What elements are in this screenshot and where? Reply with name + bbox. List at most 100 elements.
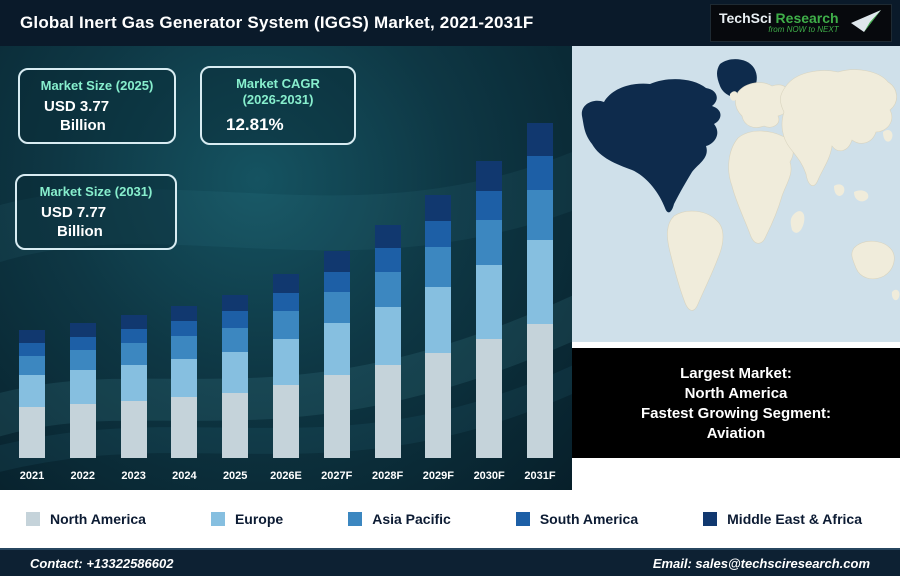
legend-label: Europe (234, 511, 284, 527)
bar-segment (323, 375, 350, 458)
bar-segment (425, 194, 452, 221)
stat-label: Market CAGR (236, 76, 320, 91)
x-axis-label: 2024 (172, 470, 197, 482)
bar-segment (171, 336, 198, 360)
map-region-se-asia-1 (834, 184, 845, 196)
axis-labels: 2021 2022 2023 2024 2025 2026E 2027F 2028F 2029F… (8, 470, 564, 482)
bar-segment (69, 323, 96, 337)
bar-slot-2028F (364, 113, 412, 458)
stacked-bar-2028F (374, 225, 401, 458)
legend-swatch-icon (210, 512, 225, 526)
bar-segment (171, 306, 198, 322)
stat-value: USD 7.77 (41, 204, 107, 222)
contact-info: Contact: +13322586602 (30, 555, 174, 571)
bar-slot-2024 (160, 113, 208, 458)
bar-segment (19, 343, 45, 357)
footer: Contact: +13322586602 Email: sales@techs… (0, 548, 900, 576)
bar-segment (374, 271, 401, 307)
bar-segment (374, 225, 401, 249)
bar-segment (171, 359, 198, 398)
bar-segment (222, 352, 249, 393)
bar-slot-2023 (110, 113, 158, 458)
stat-box-cagr: Market CAGR (2026-2031) 12.81% (200, 66, 356, 145)
bar-segment (19, 356, 45, 376)
bar-segment (272, 292, 299, 312)
map-region-europe (735, 82, 791, 128)
world-map-svg (572, 46, 900, 342)
stat-value: USD 3.77 (44, 98, 110, 116)
bars (8, 113, 564, 458)
fastest-segment-label: Fastest Growing Segment: (640, 404, 832, 422)
stacked-bar-2027F (323, 251, 350, 458)
legend-item: Middle East & Africa (703, 511, 862, 527)
bar-segment (69, 370, 96, 405)
bar-segment (526, 240, 553, 324)
bar-segment (171, 321, 198, 337)
bar-segment (120, 314, 147, 330)
bar-segment (374, 248, 401, 272)
bar-segment (476, 160, 503, 191)
x-axis-label: 2023 (121, 470, 146, 482)
bar-slot-2029F (414, 113, 462, 458)
bar-segment (272, 311, 299, 339)
paper-plane-arrow-icon (849, 8, 883, 39)
bar-segment (374, 306, 401, 365)
bar-segment (323, 292, 350, 324)
stacked-bar-2025 (222, 295, 249, 458)
bar-segment (19, 330, 45, 344)
logo-text: TechSci Research from NOW to NEXT (719, 9, 839, 35)
stat-unit: Billion (57, 223, 103, 241)
bar-segment (120, 364, 147, 401)
bar-segment (476, 190, 503, 221)
bar-slot-2022 (59, 113, 107, 458)
bar-segment (120, 329, 147, 344)
legend-item: South America (515, 511, 638, 527)
bar-segment (374, 364, 401, 458)
largest-market-label: Largest Market: (680, 364, 792, 382)
bar-segment (425, 352, 452, 458)
bar-segment (425, 286, 452, 353)
bar-segment (526, 122, 553, 157)
legend-item: Asia Pacific (348, 511, 451, 527)
stat-value: 12.81% (226, 114, 284, 134)
legend-swatch-icon (26, 512, 40, 526)
bar-segment (120, 343, 147, 365)
bar-slot-2027F (313, 113, 361, 458)
map-region-uk (729, 91, 738, 101)
bar-segment (171, 397, 198, 458)
stacked-bar-2023 (120, 314, 147, 458)
largest-market-value: North America (684, 384, 788, 402)
bar-segment (476, 264, 503, 339)
stat-box-market-size-2025: Market Size (2025) USD 3.77 Billion (18, 68, 176, 145)
map-region-north-america (581, 79, 721, 213)
map-region-australia (851, 240, 895, 280)
map-region-south-america (667, 210, 724, 311)
legend-item: North America (26, 511, 146, 527)
bar-segment (272, 274, 299, 293)
techsci-logo: TechSci Research from NOW to NEXT (710, 4, 892, 42)
x-axis-label: 2025 (222, 470, 248, 482)
bar-segment (222, 327, 249, 353)
map-region-asia (780, 69, 897, 186)
stacked-bar-2031F (526, 122, 553, 458)
stacked-bar-2026E (272, 274, 299, 458)
stat-label: (2026-2031) (242, 92, 314, 108)
bar-segment (69, 404, 96, 458)
stat-box-market-size-2031: Market Size (2031) USD 7.77 Billion (15, 174, 177, 251)
stacked-bar-2022 (69, 323, 96, 458)
bar-slot-2025 (211, 113, 259, 458)
chart-panel: 2021 2022 2023 2024 2025 2026E 2027F 2028F 2029F… (0, 46, 572, 490)
header: Global Inert Gas Generator System (IGGS)… (0, 0, 900, 46)
market-highlight-box: Largest Market: North America Fastest Gr… (572, 348, 900, 458)
bar-segment (120, 400, 147, 458)
logo-brand-secondary: Research (775, 9, 839, 26)
stat-label: Market Size (2031) (39, 184, 153, 199)
legend-swatch-icon (703, 512, 718, 526)
bar-segment (476, 338, 503, 458)
bar-segment (526, 156, 553, 190)
x-axis-label: 2022 (70, 470, 96, 482)
legend: North America Europe Asia Pacific South Ame… (0, 490, 900, 548)
legend-swatch-icon (515, 512, 530, 526)
bar-slot-2031F (516, 113, 564, 458)
stacked-bar-2029F (425, 194, 452, 458)
